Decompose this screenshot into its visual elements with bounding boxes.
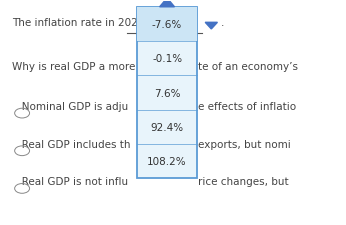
Text: The inflation rate in 2020 was: The inflation rate in 2020 was (12, 18, 168, 28)
Text: 92.4%: 92.4% (151, 122, 184, 132)
Text: exports, but nomi: exports, but nomi (199, 139, 291, 149)
Polygon shape (205, 23, 217, 30)
Text: Real GDP is not influ: Real GDP is not influ (12, 176, 128, 186)
Text: 108.2%: 108.2% (147, 157, 187, 166)
Polygon shape (160, 0, 174, 8)
Text: Real GDP includes th: Real GDP includes th (12, 139, 130, 149)
FancyBboxPatch shape (137, 8, 197, 42)
Text: .: . (220, 18, 224, 28)
Text: rice changes, but: rice changes, but (199, 176, 289, 186)
Text: te of an economy’s: te of an economy’s (199, 62, 299, 72)
FancyBboxPatch shape (137, 8, 197, 179)
Text: -7.6%: -7.6% (152, 20, 182, 30)
Text: e effects of inflatio: e effects of inflatio (199, 101, 297, 111)
Text: 7.6%: 7.6% (154, 88, 180, 98)
Text: Why is real GDP a more accura: Why is real GDP a more accura (12, 62, 174, 72)
Text: Nominal GDP is adju: Nominal GDP is adju (12, 101, 128, 111)
Text: -0.1%: -0.1% (152, 54, 182, 64)
